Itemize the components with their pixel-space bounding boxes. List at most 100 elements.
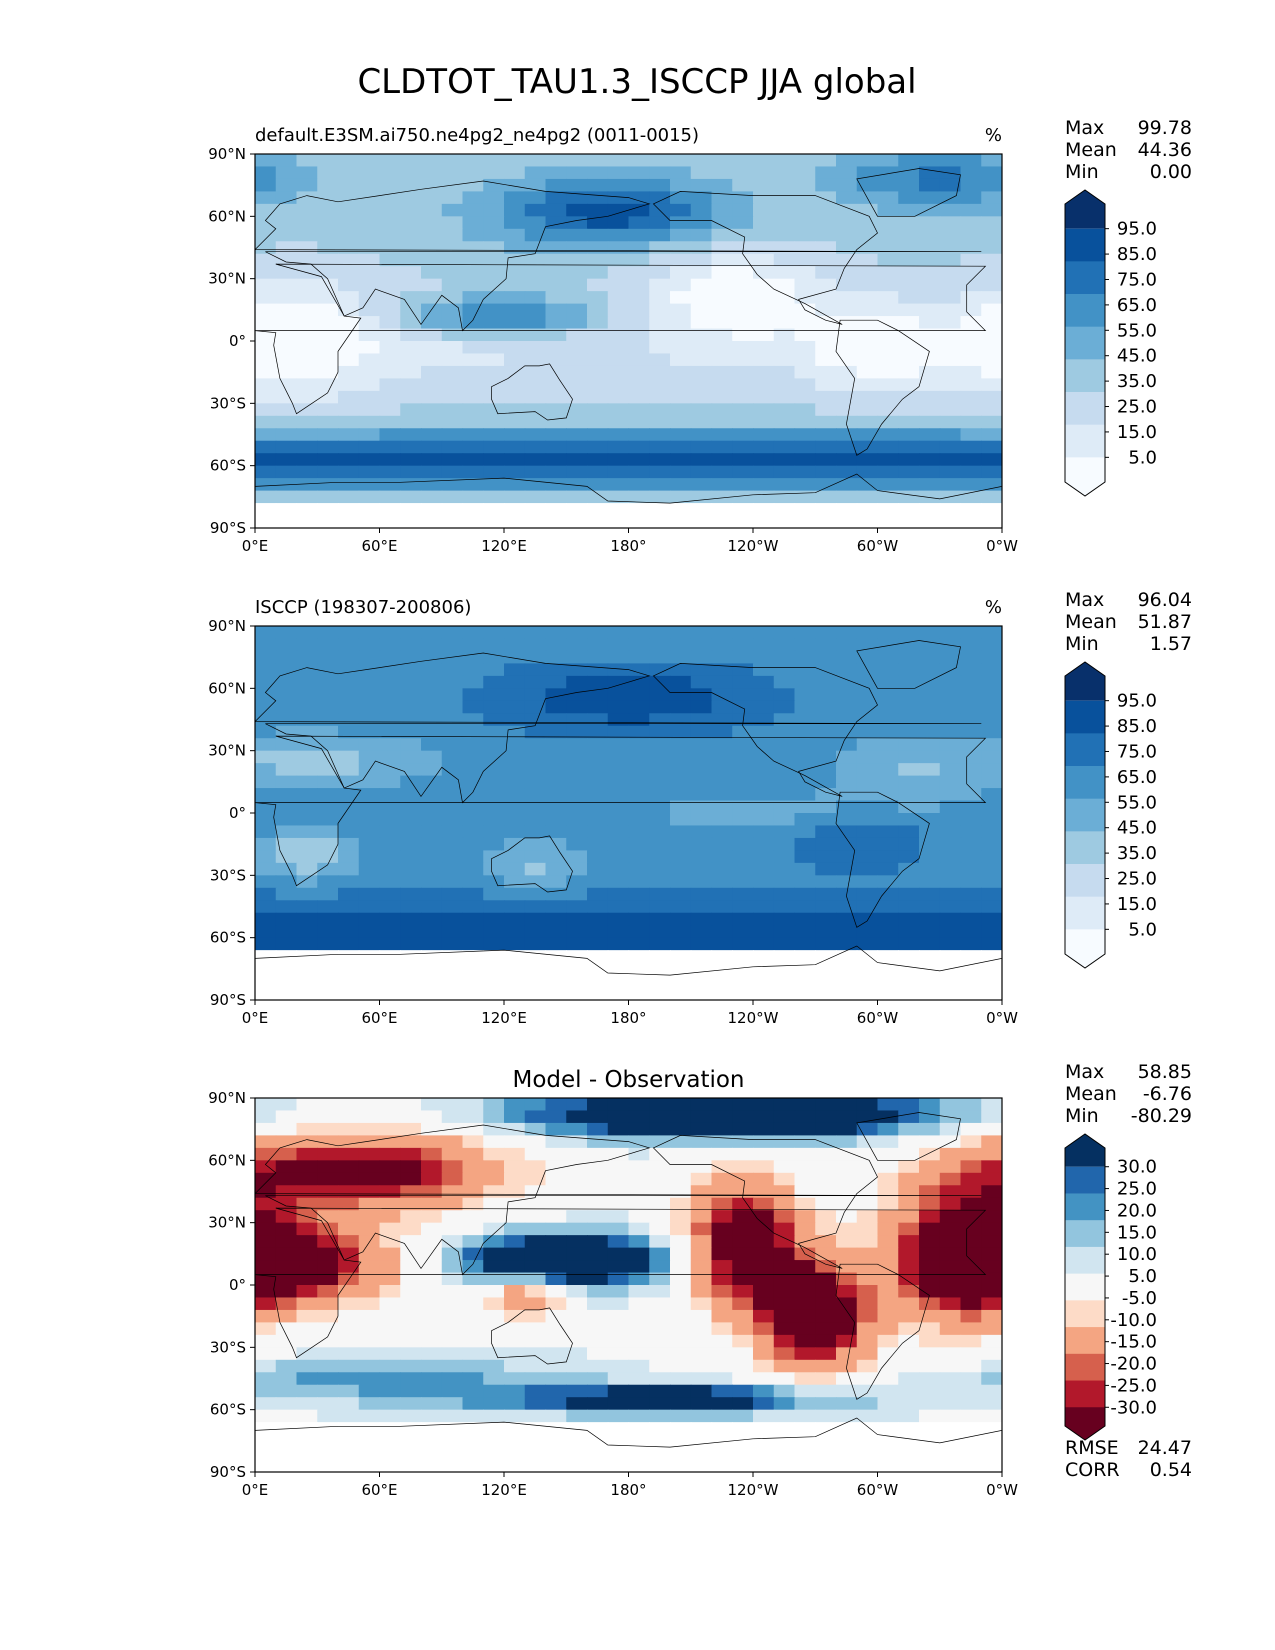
lon-tick-label: 60°E	[361, 1009, 397, 1027]
coastline	[856, 1112, 961, 1161]
coastline	[652, 663, 878, 797]
colorbar: 95.0 85.0 75.0 65.0 55.0 45.0 35.0 25.0 15.0 5.0	[1064, 189, 1157, 497]
colorbar-label: 95.0	[1117, 219, 1157, 240]
lat-tick-label: 90°S	[210, 519, 246, 537]
footer-stat-value: 24.47	[1138, 1437, 1192, 1459]
stat-value: 44.36	[1138, 139, 1192, 161]
lon-tick-label: 180°	[610, 537, 646, 555]
stat-value: 1.57	[1150, 633, 1192, 655]
coastline	[255, 1124, 982, 1276]
stat-value: 0.00	[1150, 161, 1192, 183]
colorbar-segment	[1065, 1246, 1105, 1275]
lon-tick-label: 0°W	[986, 1481, 1018, 1499]
lon-tick-label: 60°E	[361, 1481, 397, 1499]
coastlines	[255, 640, 1002, 1000]
coastline	[835, 1263, 930, 1400]
colorbar-label: 25.0	[1117, 397, 1157, 418]
stat-label: Mean	[1065, 1083, 1117, 1105]
colorbar-segment	[1065, 662, 1105, 701]
colorbar-segment	[1065, 1134, 1105, 1167]
colorbar-label: 95.0	[1117, 691, 1157, 712]
lon-tick-label: 0°E	[242, 1009, 269, 1027]
footer-stat-value: 0.54	[1150, 1459, 1192, 1481]
lon-tick-label: 180°	[610, 1009, 646, 1027]
coastline	[491, 835, 573, 893]
panel-subtitle: ISCCP (198307-200806)	[255, 597, 471, 618]
colorbar-outline	[1064, 661, 1106, 969]
colorbar-segment	[1065, 1353, 1105, 1382]
colorbar-label: 10.0	[1117, 1244, 1157, 1265]
lon-tick-label: 60°E	[361, 537, 397, 555]
colorbar-segment	[1065, 1220, 1105, 1248]
colorbar-outline	[1064, 1133, 1106, 1441]
colorbar-label: -20.0	[1110, 1354, 1157, 1375]
lat-tick-label: 30°N	[208, 742, 246, 760]
colorbar-label: 30.0	[1117, 1157, 1157, 1178]
colorbar-label: 15.0	[1117, 894, 1157, 915]
colorbar-outline	[1064, 189, 1106, 497]
colorbar-label: 35.0	[1117, 371, 1157, 392]
colorbar: 95.0 85.0 75.0 65.0 55.0 45.0 35.0 25.0 15.0 5.0	[1064, 661, 1157, 969]
colorbar-label: -5.0	[1122, 1288, 1157, 1309]
stat-label: Mean	[1065, 611, 1117, 633]
colorbar-label: 65.0	[1117, 295, 1157, 316]
panel-units: %	[985, 597, 1002, 618]
colorbar-label: 20.0	[1117, 1200, 1157, 1221]
colorbar-label: 5.0	[1128, 1266, 1157, 1287]
colorbar-segment	[1065, 392, 1105, 426]
lat-tick-label: 30°S	[210, 394, 246, 412]
stat-value: 51.87	[1138, 611, 1192, 633]
map-field	[255, 1098, 1002, 1472]
colorbar-label: 5.0	[1128, 919, 1157, 940]
lat-tick-label: 0°	[229, 332, 246, 350]
lat-tick-label: 60°S	[210, 1401, 246, 1419]
colorbar: 30.025.020.015.010.05.0-5.0-10.0-15.0-20…	[1064, 1133, 1157, 1441]
lat-tick-label: 30°N	[208, 270, 246, 288]
coastlines	[255, 1112, 1002, 1472]
coastline	[255, 263, 987, 415]
lon-tick-label: 60°W	[857, 537, 899, 555]
lat-tick-label: 60°S	[210, 929, 246, 947]
lon-tick-label: 0°W	[986, 537, 1018, 555]
lat-tick-label: 90°N	[208, 617, 246, 635]
colorbar-label: 85.0	[1117, 244, 1157, 265]
stat-label: Max	[1065, 117, 1104, 139]
panel-obs: 90°N 60°N 30°N 0° 30°S 60°S 90°S0°E 60°E 120°E 18…	[208, 589, 1192, 1027]
coastline	[491, 1307, 573, 1365]
panel-diff: 90°N 60°N 30°N 0° 30°S 60°S 90°S0°E 60°E 120°E 18…	[208, 1061, 1192, 1499]
colorbar-label: 65.0	[1117, 767, 1157, 788]
lat-tick-label: 60°N	[208, 1151, 246, 1169]
lon-tick-label: 0°W	[986, 1009, 1018, 1027]
coastline	[255, 1207, 987, 1359]
colorbar-label: 45.0	[1117, 346, 1157, 367]
lat-tick-label: 0°	[229, 804, 246, 822]
coastline	[835, 319, 930, 456]
stat-value: 99.78	[1138, 117, 1192, 139]
colorbar-label: 15.0	[1117, 1222, 1157, 1243]
colorbar-label: 55.0	[1117, 320, 1157, 341]
coastline	[856, 168, 961, 217]
panel-model: 90°N 60°N 30°N 0° 30°S 60°S 90°S0°E 60°E 120°E 18…	[208, 117, 1192, 555]
stat-value: 96.04	[1138, 589, 1192, 611]
colorbar-label: -30.0	[1110, 1397, 1157, 1418]
colorbar-segment	[1065, 261, 1105, 295]
colorbar-segment	[1065, 798, 1105, 832]
lat-tick-label: 30°N	[208, 1214, 246, 1232]
stat-value: 58.85	[1138, 1061, 1192, 1083]
footer-stat-label: RMSE	[1065, 1437, 1119, 1459]
colorbar-segment	[1065, 1300, 1105, 1328]
colorbar-segment	[1065, 228, 1105, 262]
panel-subtitle: Model - Observation	[512, 1067, 744, 1093]
colorbar-segment	[1065, 896, 1105, 930]
stat-value: -80.29	[1131, 1105, 1192, 1127]
lat-tick-label: 90°N	[208, 1089, 246, 1107]
lon-tick-label: 120°E	[481, 1009, 527, 1027]
footer-stat-label: CORR	[1065, 1459, 1120, 1481]
colorbar-segment	[1065, 190, 1105, 229]
colorbar-segment	[1065, 424, 1105, 458]
coastline	[255, 180, 982, 332]
colorbar-label: 35.0	[1117, 843, 1157, 864]
lon-tick-label: 60°W	[857, 1009, 899, 1027]
stat-label: Min	[1065, 633, 1099, 655]
